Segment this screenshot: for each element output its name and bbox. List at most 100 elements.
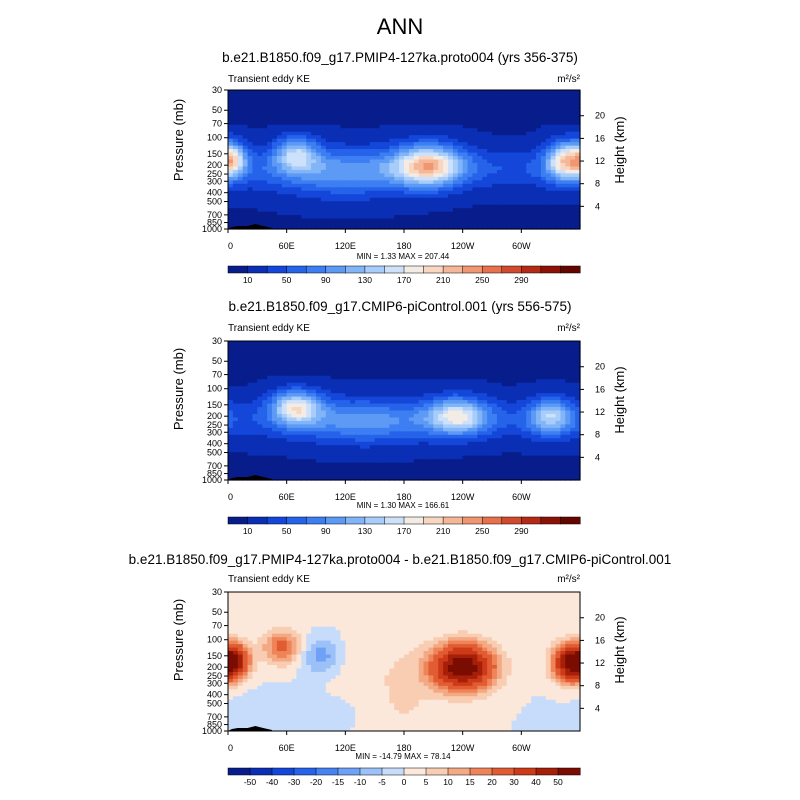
contour-cell — [369, 90, 376, 95]
contour-cell — [560, 145, 566, 150]
contour-cell — [306, 372, 312, 377]
contour-cell — [506, 135, 513, 140]
contour-cell — [531, 190, 537, 195]
contour-cell — [399, 117, 405, 122]
contour-cell — [531, 386, 537, 391]
contour-cell — [418, 159, 425, 164]
contour-cell — [521, 413, 527, 419]
contour-cell — [286, 407, 293, 412]
contour-cell — [384, 347, 390, 353]
contour-cell — [394, 187, 400, 192]
contour-cell — [408, 197, 415, 202]
contour-cell — [555, 194, 562, 199]
contour-cell — [335, 93, 342, 98]
contour-cell — [477, 183, 483, 188]
contour-cell — [242, 434, 249, 439]
contour-cell — [452, 197, 459, 202]
contour-cell — [521, 162, 527, 168]
contour-cell — [492, 180, 498, 185]
contour-cell — [228, 107, 234, 112]
contour-cell — [257, 138, 263, 143]
contour-cell — [330, 211, 337, 216]
contour-cell — [467, 135, 474, 140]
contour-cell — [531, 135, 537, 140]
contour-cell — [482, 393, 488, 398]
contour-cell — [452, 372, 459, 377]
contour-cell — [448, 413, 454, 419]
contour-cell — [550, 215, 557, 220]
contour-cell — [330, 152, 337, 157]
contour-cell — [272, 138, 278, 143]
contour-cell — [575, 358, 581, 363]
contour-cell — [276, 393, 283, 398]
contour-cell — [423, 159, 430, 164]
contour-cell — [355, 365, 361, 370]
contour-cell — [408, 180, 415, 185]
contour-cell — [242, 149, 249, 154]
contour-cell — [281, 204, 288, 209]
contour-cell — [316, 365, 322, 370]
contour-cell — [374, 396, 381, 401]
contour-cell — [536, 173, 542, 178]
contour-cell — [496, 403, 503, 408]
contour-cell — [340, 225, 346, 230]
contour-cell — [389, 169, 395, 174]
contour-cell — [311, 427, 317, 432]
contour-cell — [462, 372, 469, 377]
contour-cell — [408, 190, 415, 195]
contour-cell — [306, 420, 312, 425]
contour-cell — [560, 413, 566, 419]
contour-cell — [267, 400, 273, 405]
contour-cell — [492, 354, 498, 359]
contour-cell — [560, 173, 566, 178]
contour-cell — [389, 187, 395, 192]
contour-cell — [487, 204, 493, 209]
contour-cell — [296, 204, 302, 209]
contour-cell — [262, 361, 268, 366]
contour-cell — [536, 215, 542, 220]
contour-cell — [276, 135, 283, 140]
contour-cell — [570, 413, 576, 419]
contour-cell — [487, 100, 493, 105]
contour-cell — [360, 215, 366, 220]
contour-cell — [272, 121, 278, 126]
contour-cell — [374, 201, 381, 206]
contour-cell — [330, 393, 337, 398]
contour-cell — [423, 107, 430, 112]
contour-cell — [418, 358, 425, 363]
contour-cell — [252, 145, 258, 150]
contour-cell — [311, 159, 317, 164]
contour-cell — [316, 169, 322, 174]
contour-cell — [423, 341, 430, 346]
contour-cell — [301, 121, 307, 126]
y-tick-label: 150 — [207, 149, 222, 159]
contour-cell — [462, 183, 469, 188]
contour-cell — [325, 124, 332, 129]
contour-cell — [267, 341, 273, 346]
contour-cell — [237, 110, 244, 115]
contour-cell — [555, 124, 562, 129]
colorbar-label: 50 — [282, 275, 292, 285]
contour-cell — [267, 347, 273, 353]
contour-cell — [301, 176, 307, 181]
contour-cell — [306, 117, 312, 122]
colorbar-swatch — [364, 265, 386, 274]
contour-cell — [276, 410, 283, 415]
contour-cell — [555, 204, 562, 209]
contour-cell — [228, 413, 234, 419]
contour-cell — [404, 204, 410, 209]
contour-cell — [301, 204, 307, 209]
contour-cell — [413, 386, 420, 391]
contour-cell — [526, 162, 532, 168]
contour-cell — [428, 351, 434, 356]
contour-cell — [237, 379, 244, 384]
contour-cell — [394, 396, 400, 401]
contour-cell — [350, 124, 356, 129]
contour-cell — [452, 166, 459, 171]
contour-cell — [565, 128, 571, 133]
contour-cell — [360, 368, 366, 373]
contour-cell — [550, 358, 557, 363]
contour-cell — [237, 215, 244, 220]
contour-cell — [267, 386, 273, 391]
contour-cell — [286, 358, 293, 363]
